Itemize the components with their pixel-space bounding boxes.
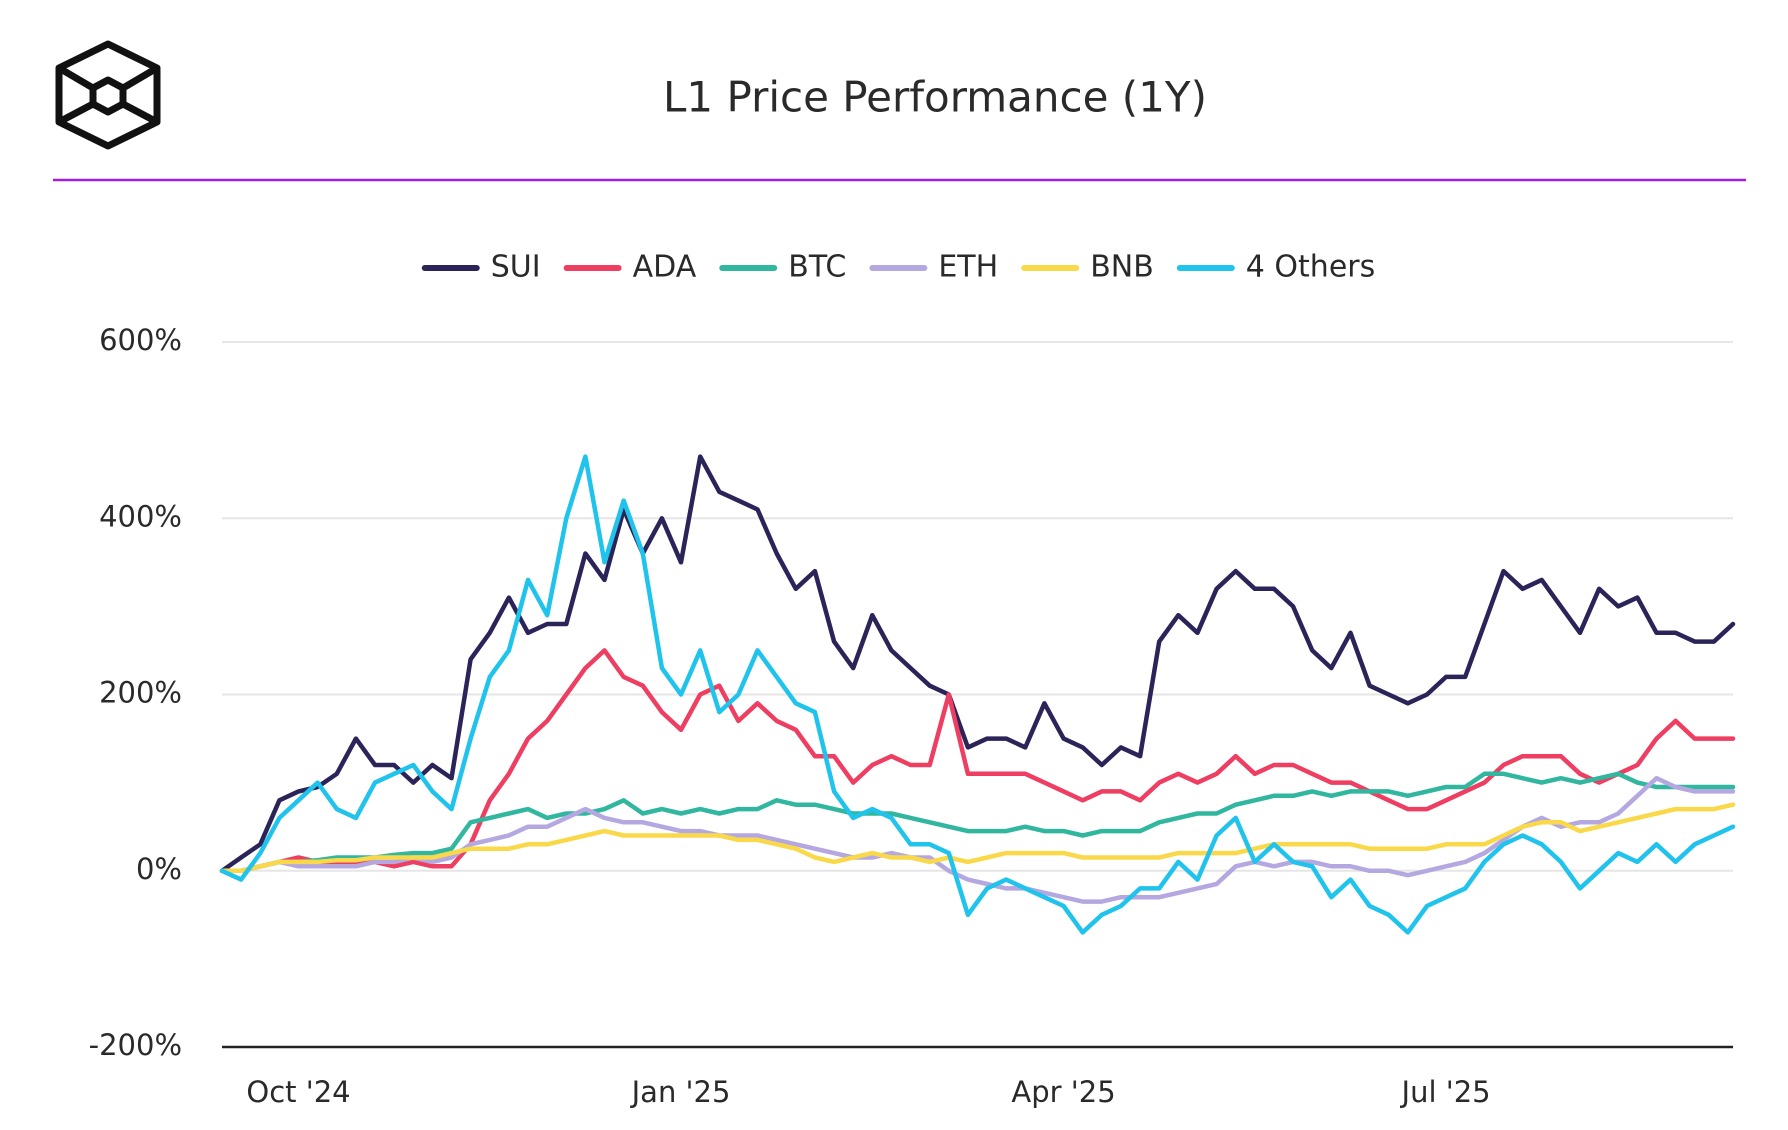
series-line	[219, 454, 1736, 935]
y-tick-label: 600%	[99, 323, 182, 357]
logo	[55, 40, 161, 150]
series-line	[219, 454, 1736, 874]
x-tick-label: Jul '25	[1400, 1075, 1491, 1109]
y-tick-label: 400%	[99, 499, 182, 533]
legend-item: BNB	[1021, 250, 1154, 285]
series-line	[219, 648, 1736, 874]
legend-item: ADA	[563, 250, 697, 285]
legend-label: ADA	[633, 250, 697, 285]
legend-label: SUI	[491, 250, 541, 285]
x-tick-label: Jan '25	[630, 1075, 731, 1109]
x-tick-label: Apr '25	[1011, 1075, 1115, 1109]
series-line	[219, 802, 1736, 874]
legend-label: ETH	[938, 250, 998, 285]
legend-label: 4 Others	[1246, 250, 1375, 285]
legend-item: BTC	[719, 250, 846, 285]
chart-title: L1 Price Performance (1Y)	[663, 73, 1207, 122]
series-line	[219, 771, 1736, 874]
legend-item: 4 Others	[1176, 250, 1375, 285]
y-tick-label: 0%	[136, 852, 182, 886]
legend-item: ETH	[869, 250, 998, 285]
y-tick-label: -200%	[89, 1028, 182, 1062]
legend-label: BNB	[1090, 250, 1154, 285]
series-line	[219, 775, 1736, 904]
x-tick-label: Oct '24	[246, 1075, 350, 1109]
legend-item: SUI	[421, 250, 541, 285]
legend-label: BTC	[788, 250, 846, 285]
legend: SUI ADA BTC ETH BNB 4 Others	[421, 250, 1375, 285]
y-tick-label: 200%	[99, 676, 182, 710]
